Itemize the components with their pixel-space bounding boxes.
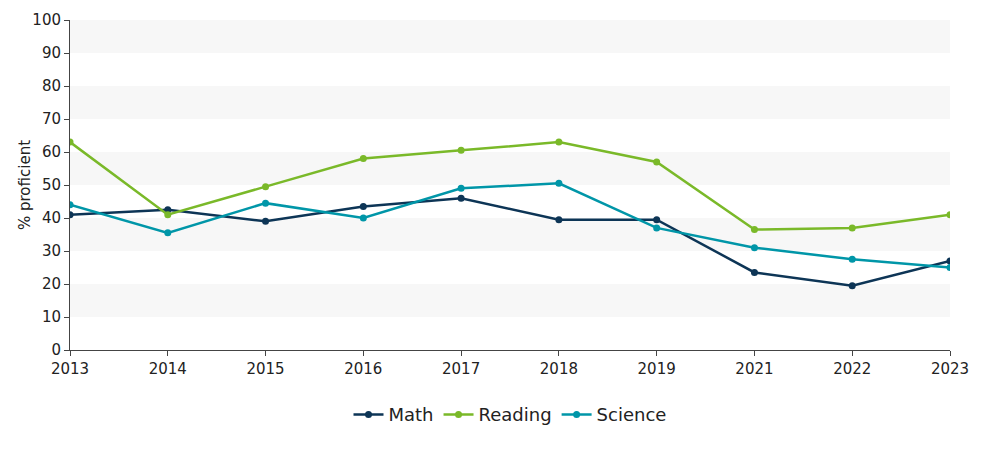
svg-text:2015: 2015 [246,360,284,378]
svg-text:40: 40 [42,209,61,227]
svg-text:2017: 2017 [442,360,480,378]
svg-text:90: 90 [42,44,61,62]
svg-text:2013: 2013 [51,360,89,378]
svg-text:10: 10 [42,308,61,326]
svg-text:100: 100 [32,11,61,29]
svg-text:2019: 2019 [638,360,676,378]
svg-text:Reading: Reading [479,404,552,425]
svg-text:20: 20 [42,275,61,293]
svg-text:2018: 2018 [540,360,578,378]
svg-text:30: 30 [42,242,61,260]
svg-text:2014: 2014 [149,360,187,378]
svg-text:% proficient: % proficient [16,140,34,230]
svg-text:50: 50 [42,176,61,194]
svg-text:80: 80 [42,77,61,95]
svg-text:2021: 2021 [735,360,773,378]
svg-text:Science: Science [597,404,667,425]
svg-text:70: 70 [42,110,61,128]
svg-text:Math: Math [389,404,434,425]
svg-text:0: 0 [51,341,61,359]
svg-text:2023: 2023 [931,360,969,378]
svg-text:2022: 2022 [833,360,871,378]
svg-text:2016: 2016 [344,360,382,378]
svg-text:60: 60 [42,143,61,161]
